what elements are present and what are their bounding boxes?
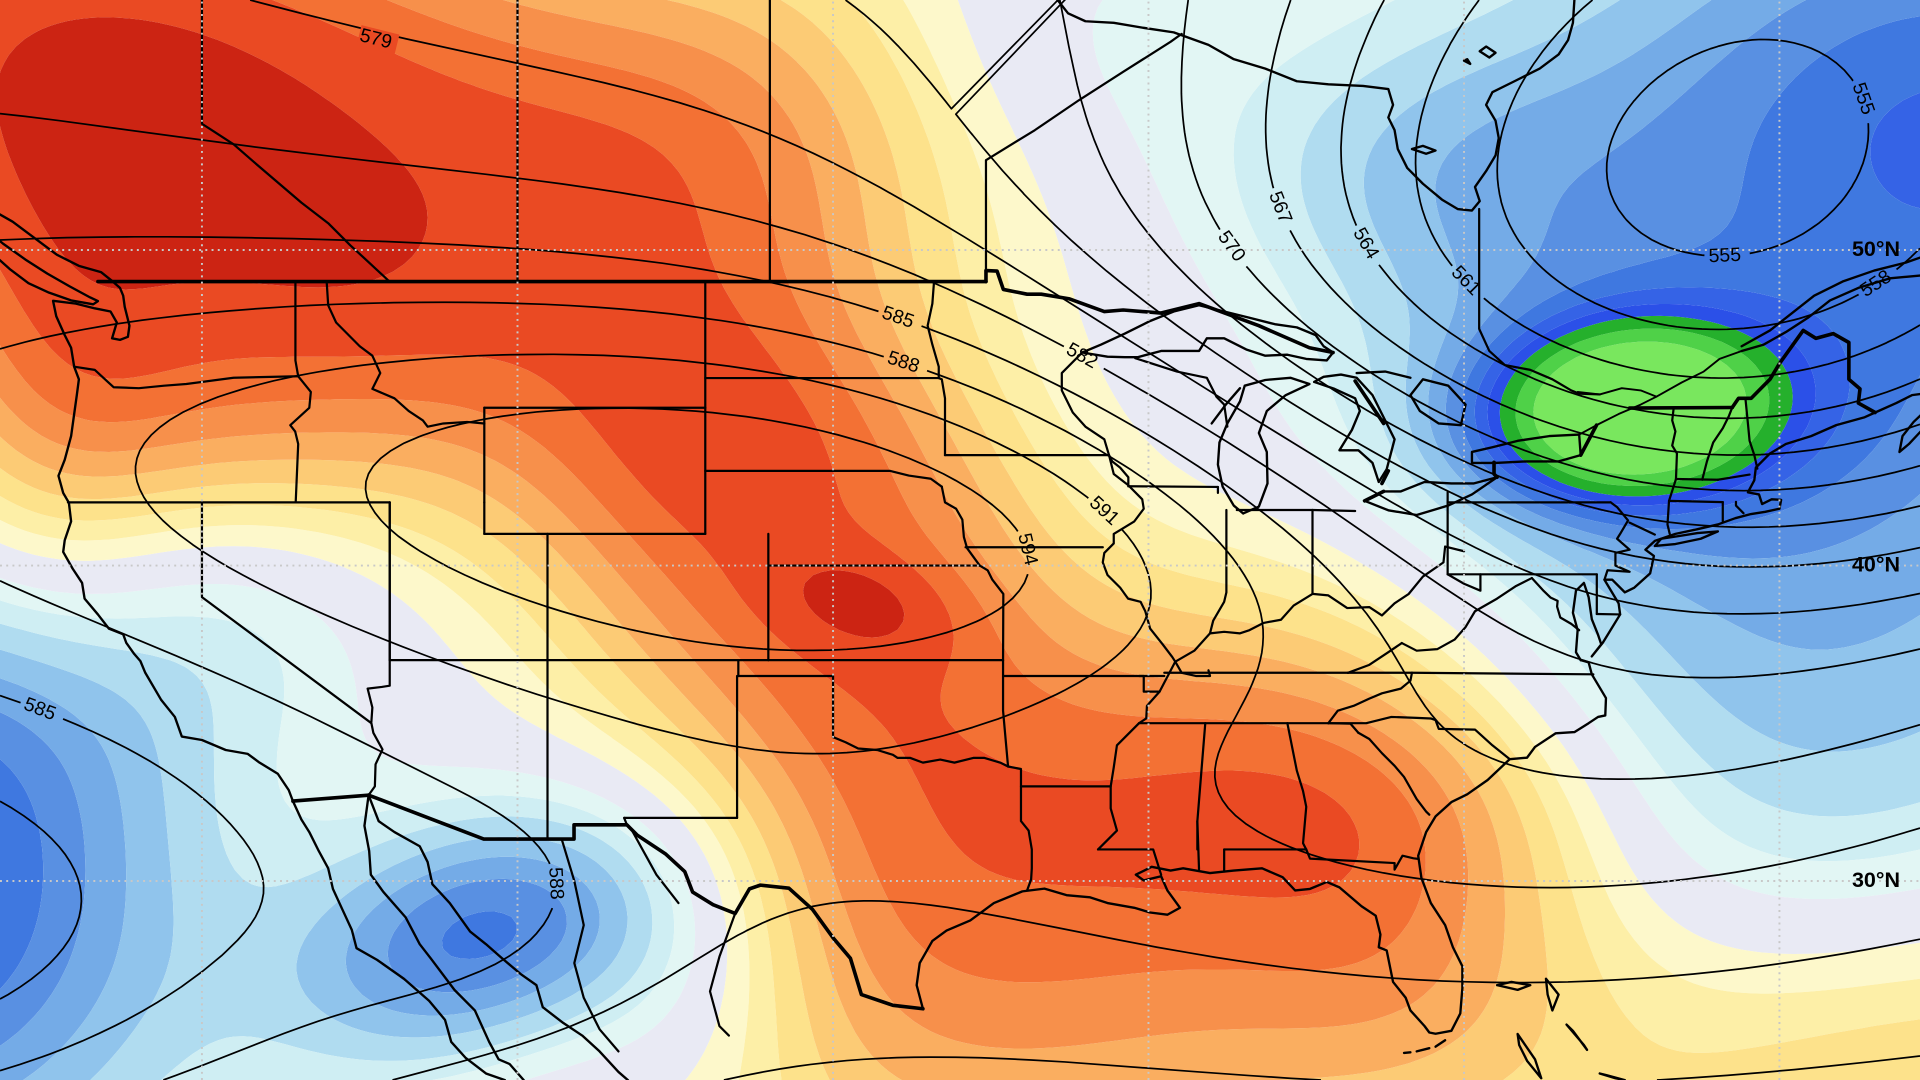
svg-text:40°N: 40°N — [1852, 552, 1900, 576]
svg-text:588: 588 — [544, 867, 568, 901]
svg-text:50°N: 50°N — [1852, 237, 1900, 261]
svg-text:555: 555 — [1708, 244, 1741, 267]
svg-text:30°N: 30°N — [1852, 868, 1900, 892]
